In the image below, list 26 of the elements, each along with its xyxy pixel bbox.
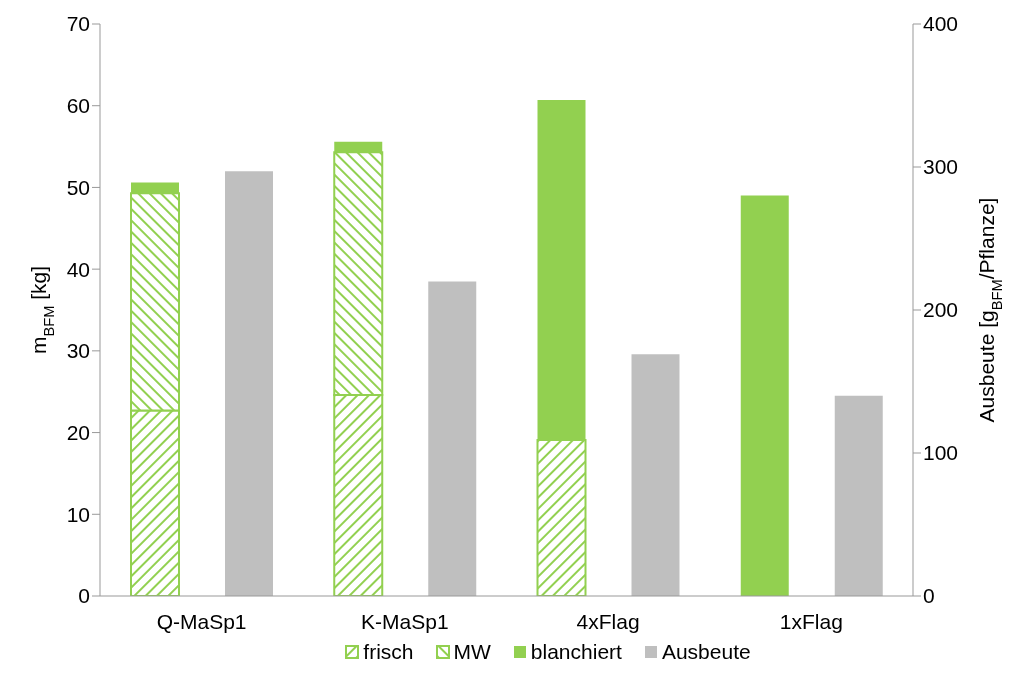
y-tick-label: 50	[66, 175, 90, 199]
legend-label: frisch	[363, 640, 414, 664]
y-tick-label: 40	[66, 257, 90, 281]
y2-tick-label: 400	[923, 12, 959, 36]
x-tick-label: K-MaSp1	[361, 609, 449, 633]
x-tick-label: 4xFlag	[576, 609, 640, 633]
y-tick-label: 30	[66, 339, 90, 363]
bar	[740, 195, 789, 596]
y2-tick-label: 300	[923, 155, 959, 179]
bar	[428, 281, 477, 596]
y-tick-label: 70	[66, 12, 90, 36]
x-tick-label: 1xFlag	[779, 609, 843, 633]
y-tick-label: 0	[78, 584, 90, 608]
y2-tick-label: 100	[923, 441, 959, 465]
legend-label: blanchiert	[530, 640, 622, 664]
y2-tick-label: 0	[923, 584, 935, 608]
bar	[834, 395, 883, 596]
y-tick-label: 10	[66, 502, 90, 526]
bar	[631, 354, 680, 596]
y2-tick-label: 200	[923, 298, 959, 322]
legend-label: Ausbeute	[661, 640, 751, 664]
x-tick-label: Q-MaSp1	[156, 609, 247, 633]
legend-label: MW	[453, 640, 491, 664]
y-tick-label: 20	[66, 421, 90, 445]
y-tick-label: 60	[66, 94, 90, 118]
bar	[225, 171, 273, 596]
